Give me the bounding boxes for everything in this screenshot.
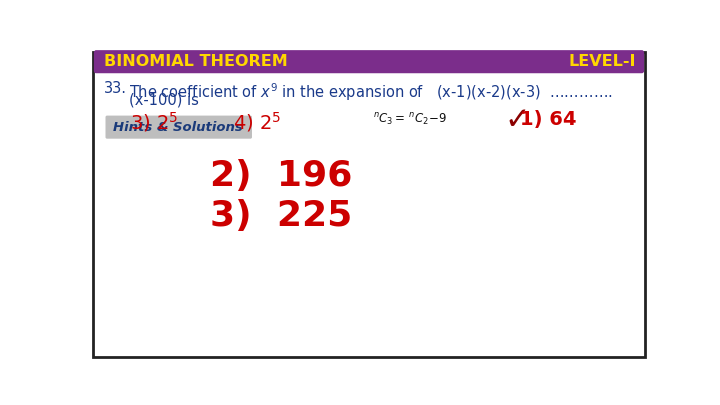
Text: 3)  225: 3) 225 xyxy=(210,199,352,233)
Text: LEVEL-I: LEVEL-I xyxy=(568,54,636,69)
FancyBboxPatch shape xyxy=(93,52,645,357)
FancyBboxPatch shape xyxy=(94,50,644,73)
Text: ✓: ✓ xyxy=(505,107,530,135)
Text: 33.: 33. xyxy=(104,81,127,96)
Text: BINOMIAL THEOREM: BINOMIAL THEOREM xyxy=(104,54,288,69)
Text: Hints & Solutions: Hints & Solutions xyxy=(114,121,243,134)
Text: The coefficient of $x^9$ in the expansion of   (x-1)(x-2)(x-3)  ………….: The coefficient of $x^9$ in the expansio… xyxy=(129,81,613,102)
Text: 1) 64: 1) 64 xyxy=(520,110,577,129)
Text: (x-100) is: (x-100) is xyxy=(129,92,199,107)
Text: 2)  196: 2) 196 xyxy=(210,159,353,193)
FancyBboxPatch shape xyxy=(106,115,252,139)
Text: $4)\ 2^5$: $4)\ 2^5$ xyxy=(233,110,282,134)
Text: $3)\ 2^5$: $3)\ 2^5$ xyxy=(130,110,179,134)
Text: $^nC_3 = \,^nC_2\!-\!9$: $^nC_3 = \,^nC_2\!-\!9$ xyxy=(373,112,447,128)
